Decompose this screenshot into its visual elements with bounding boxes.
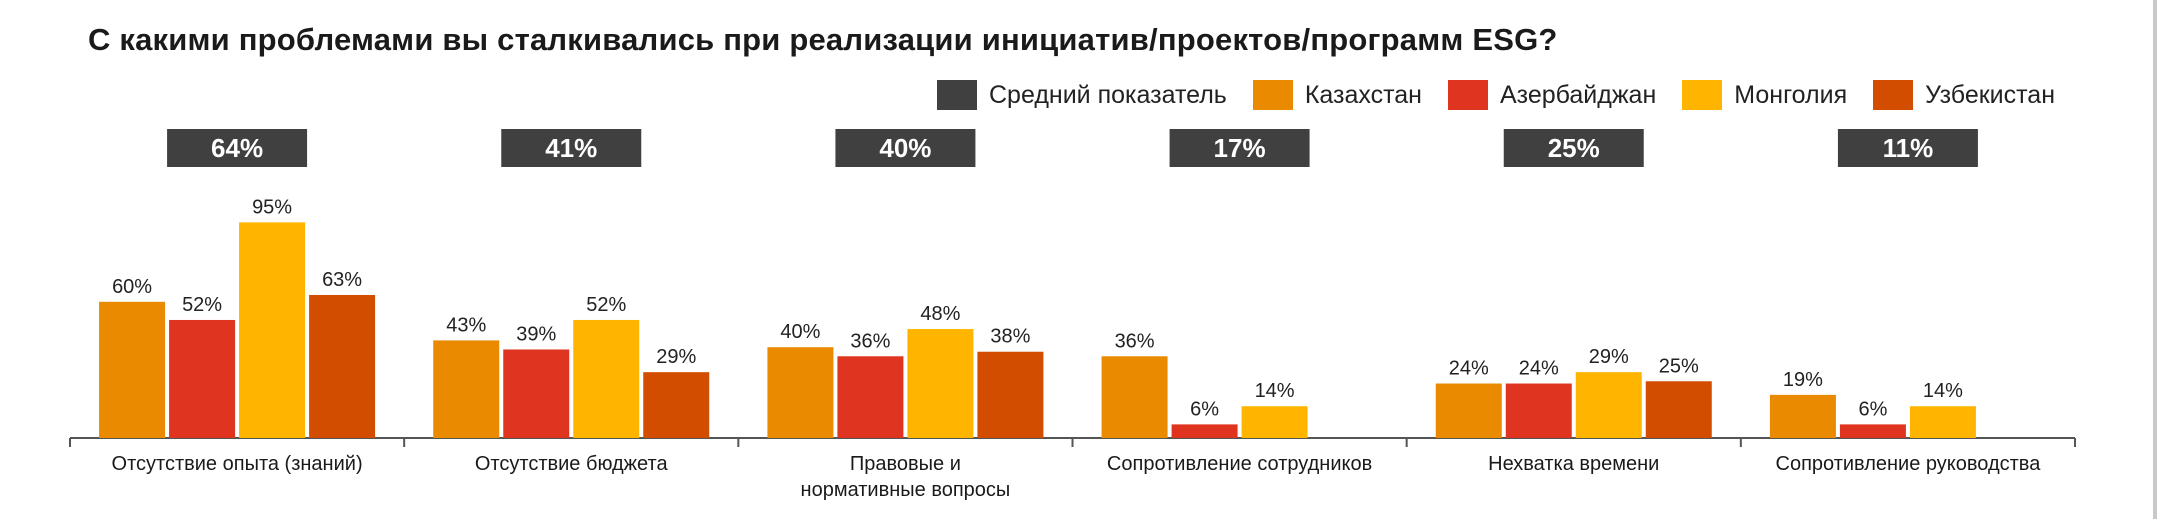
legend-swatch-azerbaijan xyxy=(1447,80,1488,110)
legend-item-kazakhstan: Казахстан xyxy=(1252,80,1422,110)
average-label: 41% xyxy=(545,133,597,163)
category-label: Сопротивление руководства xyxy=(1776,453,2042,475)
bar xyxy=(977,351,1044,438)
data-label: 40% xyxy=(780,321,820,343)
data-label: 25% xyxy=(1659,355,1699,377)
category-label: Правовые и xyxy=(850,453,961,475)
data-label: 6% xyxy=(1190,398,1219,420)
legend: Средний показатель Казахстан Азербайджан… xyxy=(937,78,2055,112)
bar xyxy=(169,319,236,438)
chart-title: С какими проблемами вы сталкивались при … xyxy=(88,22,1558,57)
category-label: Отсутствие опыта (знаний) xyxy=(112,453,363,475)
bar xyxy=(1645,381,1712,438)
legend-item-azerbaijan: Азербайджан xyxy=(1447,80,1657,110)
data-label: 39% xyxy=(516,323,556,345)
average-box xyxy=(1503,129,1644,167)
bar xyxy=(573,319,640,438)
legend-label-kazakhstan: Казахстан xyxy=(1304,80,1422,109)
legend-label-mongolia: Монголия xyxy=(1734,80,1848,109)
legend-label-average: Средний показатель xyxy=(989,80,1227,109)
legend-item-average: Средний показатель xyxy=(937,80,1227,110)
average-label: 64% xyxy=(211,133,263,163)
legend-swatch-uzbekistan xyxy=(1873,80,1914,110)
bar xyxy=(433,340,500,438)
window-edge xyxy=(2153,0,2157,519)
bar xyxy=(1171,424,1238,438)
category-label: Сопротивление сотрудников xyxy=(1107,453,1372,475)
data-label: 24% xyxy=(1519,358,1559,380)
data-label: 36% xyxy=(1115,330,1155,352)
bar xyxy=(907,329,974,438)
bar xyxy=(1101,356,1168,438)
category-label: нормативные вопросы xyxy=(801,479,1011,501)
data-label: 95% xyxy=(252,196,292,218)
average-label: 11% xyxy=(1883,133,1934,163)
data-label: 52% xyxy=(586,294,626,316)
legend-label-uzbekistan: Узбекистан xyxy=(1925,80,2056,109)
category-label: Отсутствие бюджета xyxy=(475,453,669,475)
bar xyxy=(239,222,306,438)
average-box xyxy=(167,129,308,167)
category-label: Нехватка времени xyxy=(1488,453,1659,475)
bar xyxy=(643,372,710,438)
average-label: 17% xyxy=(1214,133,1266,163)
bar xyxy=(503,349,570,438)
legend-item-mongolia: Монголия xyxy=(1682,80,1847,110)
data-label: 6% xyxy=(1858,398,1887,420)
data-label: 38% xyxy=(990,326,1030,348)
bar xyxy=(1769,394,1836,438)
legend-swatch-average xyxy=(937,80,977,110)
data-label: 52% xyxy=(182,294,222,316)
data-label: 43% xyxy=(446,314,486,336)
data-label: 29% xyxy=(656,346,696,368)
bar xyxy=(1241,406,1308,438)
legend-swatch-kazakhstan xyxy=(1252,80,1293,110)
average-box xyxy=(835,129,976,167)
data-label: 14% xyxy=(1255,380,1295,402)
legend-label-azerbaijan: Азербайджан xyxy=(1499,80,1657,109)
legend-swatch-mongolia xyxy=(1682,80,1723,110)
data-label: 60% xyxy=(112,276,152,298)
average-box xyxy=(501,129,642,167)
bar xyxy=(99,301,166,438)
average-label: 25% xyxy=(1548,133,1600,163)
bar xyxy=(309,294,376,438)
data-label: 24% xyxy=(1449,358,1489,380)
bar xyxy=(767,347,834,438)
bar xyxy=(1505,383,1572,438)
average-box xyxy=(1837,129,1978,167)
average-box xyxy=(1169,129,1310,167)
data-label: 29% xyxy=(1589,346,1629,368)
data-label: 14% xyxy=(1923,380,1963,402)
bar xyxy=(1909,406,1976,438)
bar xyxy=(837,356,904,438)
data-label: 19% xyxy=(1783,369,1823,391)
bar xyxy=(1435,383,1502,438)
bar xyxy=(1839,424,1906,438)
average-label: 40% xyxy=(879,133,931,163)
data-label: 36% xyxy=(850,330,890,352)
data-label: 63% xyxy=(322,269,362,291)
bar xyxy=(1575,372,1642,438)
legend-item-uzbekistan: Узбекистан xyxy=(1873,80,2055,110)
data-label: 48% xyxy=(920,303,960,325)
